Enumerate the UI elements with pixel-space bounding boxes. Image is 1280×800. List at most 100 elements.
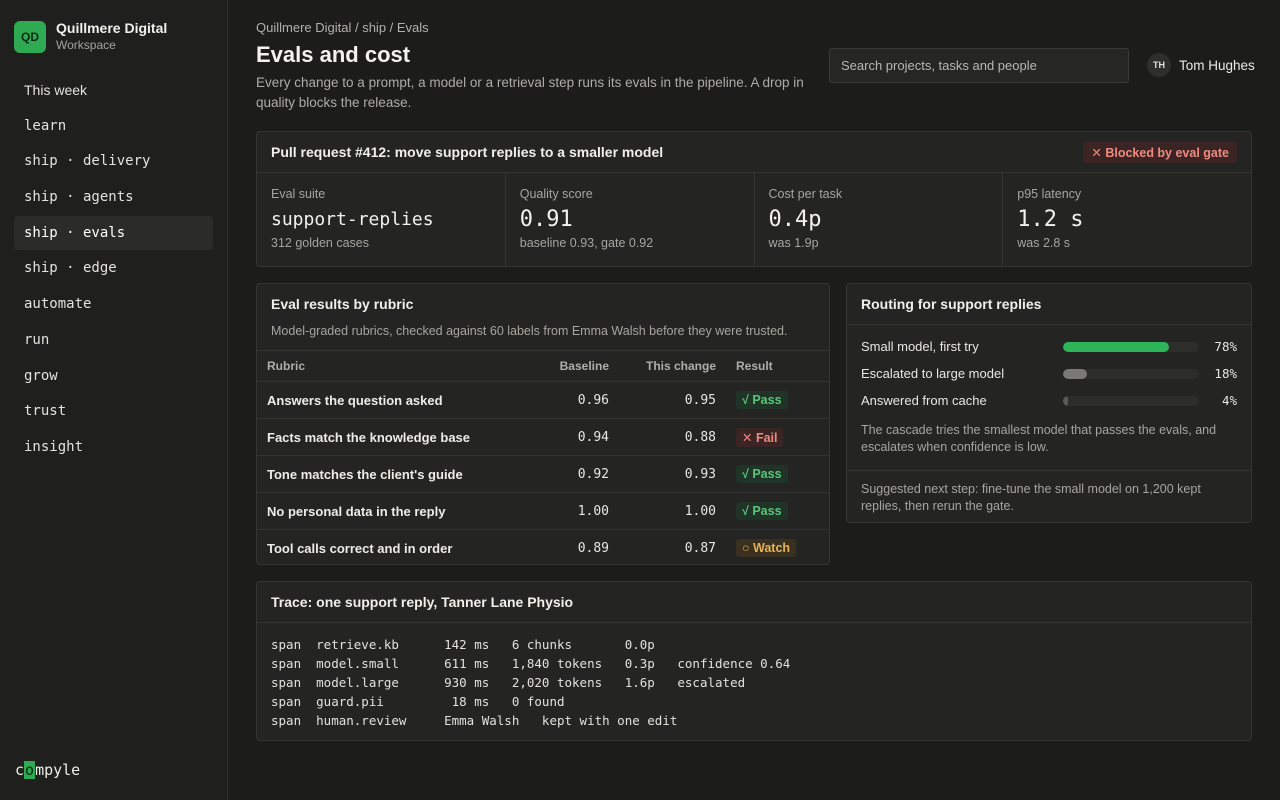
metrics-row: Eval suite support-replies 312 golden ca… — [257, 173, 1251, 266]
search-input[interactable] — [829, 48, 1129, 83]
routing-label: Small model, first try — [861, 339, 979, 354]
metric-value: 1.2 s — [1017, 207, 1084, 232]
baseline-score: 0.89 — [577, 540, 609, 556]
logo-text-start: c — [15, 761, 25, 779]
result-badge: ○ Watch — [736, 539, 797, 558]
sidebar-item-ship-evals[interactable]: ship · evals — [14, 215, 213, 250]
sidebar-item-run[interactable]: run — [24, 331, 50, 348]
eval-results-table: Rubric Baseline This change Result Answe… — [257, 350, 829, 565]
logo-text-highlight: o — [24, 761, 36, 779]
user-menu[interactable]: TH Tom Hughes — [1147, 53, 1255, 77]
routing-next-step: Suggested next step: fine-tune the small… — [847, 470, 1251, 522]
baseline-score: 1.00 — [519, 492, 609, 530]
trace-line: span guard.pii 18 ms 0 found — [271, 694, 565, 709]
result-cell: √ Pass — [716, 455, 829, 493]
change-score: 0.93 — [609, 455, 716, 493]
table-row[interactable]: Answers the question asked 0.96 0.95 √ Pass — [257, 381, 829, 419]
sidebar-item-grow[interactable]: grow — [24, 367, 58, 384]
rubric-name: Answers the question asked — [257, 381, 519, 419]
routing-bar — [1063, 341, 1199, 352]
sidebar-item-insight[interactable]: insight — [24, 438, 84, 455]
routing-label: Escalated to large model — [861, 366, 1005, 381]
routing-row: Escalated to large model 18% — [847, 360, 1251, 387]
sidebar-item-ship-agents[interactable]: ship · agents — [24, 189, 134, 206]
breadcrumb: Quillmere Digital / ship / Evals — [256, 20, 429, 35]
trace-card: Trace: one support reply, Tanner Lane Ph… — [256, 581, 1252, 741]
page-title: Evals and cost — [256, 42, 411, 67]
routing-percent: 78% — [1214, 339, 1237, 354]
sidebar-item-learn[interactable]: learn — [24, 117, 67, 134]
routing-bar-fill — [1063, 368, 1088, 379]
metric-sub: baseline 0.93, gate 0.92 — [519, 236, 654, 250]
routing-row: Answered from cache 4% — [847, 387, 1251, 414]
trace-line: span human.review Emma Walsh kept with o… — [271, 713, 678, 728]
routing-bar — [1063, 395, 1199, 406]
result-cell: √ Pass — [716, 381, 829, 419]
trace-line: span model.small 611 ms 1,840 tokens 0.3… — [271, 656, 791, 671]
routing-bar-fill — [1063, 341, 1170, 352]
product-logo: compyle — [15, 761, 80, 779]
change-score: 1.00 — [609, 492, 716, 530]
routing-card: Routing for support replies Small model,… — [846, 283, 1252, 523]
rubric-name: Facts match the knowledge base — [257, 418, 519, 456]
column-header-rubric[interactable]: Rubric — [257, 350, 519, 382]
logo-text-end: mpyle — [35, 761, 81, 779]
column-header-this-change[interactable]: This change — [609, 350, 716, 382]
table-row[interactable]: Tone matches the client's guide 0.92 0.93 √… — [257, 455, 829, 493]
metric-sub: was 2.8 s — [1017, 236, 1071, 250]
routing-note: The cascade tries the smallest model tha… — [861, 423, 1217, 454]
table-row[interactable]: Facts match the knowledge base 0.94 0.88 ✕ … — [257, 418, 829, 456]
baseline-score: 0.94 — [519, 418, 609, 456]
metric-label: Cost per task — [768, 187, 843, 201]
metric-value: support-replies — [271, 209, 434, 230]
baseline-score: 0.92 — [519, 455, 609, 493]
metric-quality-score: Quality score 0.91 baseline 0.93, gate 0… — [506, 173, 755, 266]
metric-value: 0.4p — [768, 207, 822, 232]
sidebar: QD Quillmere Digital Workspace This week… — [0, 0, 228, 800]
metric-eval-suite: Eval suite support-replies 312 golden ca… — [257, 173, 506, 266]
workspace-logo: QD — [14, 20, 46, 53]
result-badge: √ Pass — [736, 465, 788, 483]
eval-results-description: Model-graded rubrics, checked against 60… — [271, 324, 788, 338]
routing-bar — [1063, 368, 1199, 379]
column-header-baseline[interactable]: Baseline — [519, 350, 609, 382]
sidebar-item-this-week[interactable]: This week — [24, 82, 88, 98]
table-row[interactable]: Tool calls correct and in order 0.89 0.87 ○… — [257, 530, 829, 565]
routing-title: Routing for support replies — [861, 296, 1042, 312]
pull-request-title[interactable]: Pull request #412: move support replies … — [271, 144, 664, 160]
result-cell: ○ Watch — [716, 530, 829, 565]
trace-log: span retrieve.kb 142 ms 6 chunks 0.0p spa… — [257, 623, 1251, 740]
avatar: TH — [1147, 53, 1171, 77]
result-cell: √ Pass — [716, 492, 829, 530]
user-name: Tom Hughes — [1179, 57, 1255, 73]
metric-p95-latency: p95 latency 1.2 s was 2.8 s — [1003, 173, 1251, 266]
workspace-label: Workspace — [56, 38, 116, 52]
sidebar-item-ship-delivery[interactable]: ship · delivery — [24, 153, 151, 170]
result-badge: √ Pass — [736, 502, 788, 520]
sidebar-item-trust[interactable]: trust — [24, 403, 67, 420]
column-header-result[interactable]: Result — [716, 350, 829, 382]
metric-label: p95 latency — [1017, 187, 1082, 201]
workspace-name: Quillmere Digital — [56, 20, 168, 36]
sidebar-item-automate[interactable]: automate — [24, 296, 92, 313]
change-score: 0.88 — [609, 418, 716, 456]
routing-row: Small model, first try 78% — [847, 333, 1251, 360]
sidebar-item-ship-edge[interactable]: ship · edge — [24, 260, 117, 277]
routing-bar-fill — [1063, 395, 1069, 406]
trace-line: span retrieve.kb 142 ms 6 chunks 0.0p — [271, 637, 655, 652]
change-score: 0.87 — [684, 540, 716, 556]
rubric-name: No personal data in the reply — [257, 492, 519, 530]
routing-percent: 18% — [1214, 366, 1237, 381]
pull-request-card: Pull request #412: move support replies … — [256, 131, 1252, 267]
trace-title: Trace: one support reply, Tanner Lane Ph… — [271, 594, 574, 610]
rubric-name: Tool calls correct and in order — [267, 540, 453, 556]
table-row[interactable]: No personal data in the reply 1.00 1.00 √ P… — [257, 492, 829, 530]
routing-percent: 4% — [1221, 393, 1237, 408]
sidebar-nav: This week learn ship · delivery ship · agen… — [14, 73, 213, 466]
status-badge: ✕ Blocked by eval gate — [1083, 141, 1237, 163]
workspace-switcher[interactable]: QD Quillmere Digital Workspace — [14, 20, 167, 53]
metric-sub: was 1.9p — [768, 236, 819, 250]
routing-label: Answered from cache — [861, 393, 987, 408]
trace-line: span model.large 930 ms 2,020 tokens 1.6… — [271, 675, 746, 690]
change-score: 0.95 — [609, 381, 716, 419]
